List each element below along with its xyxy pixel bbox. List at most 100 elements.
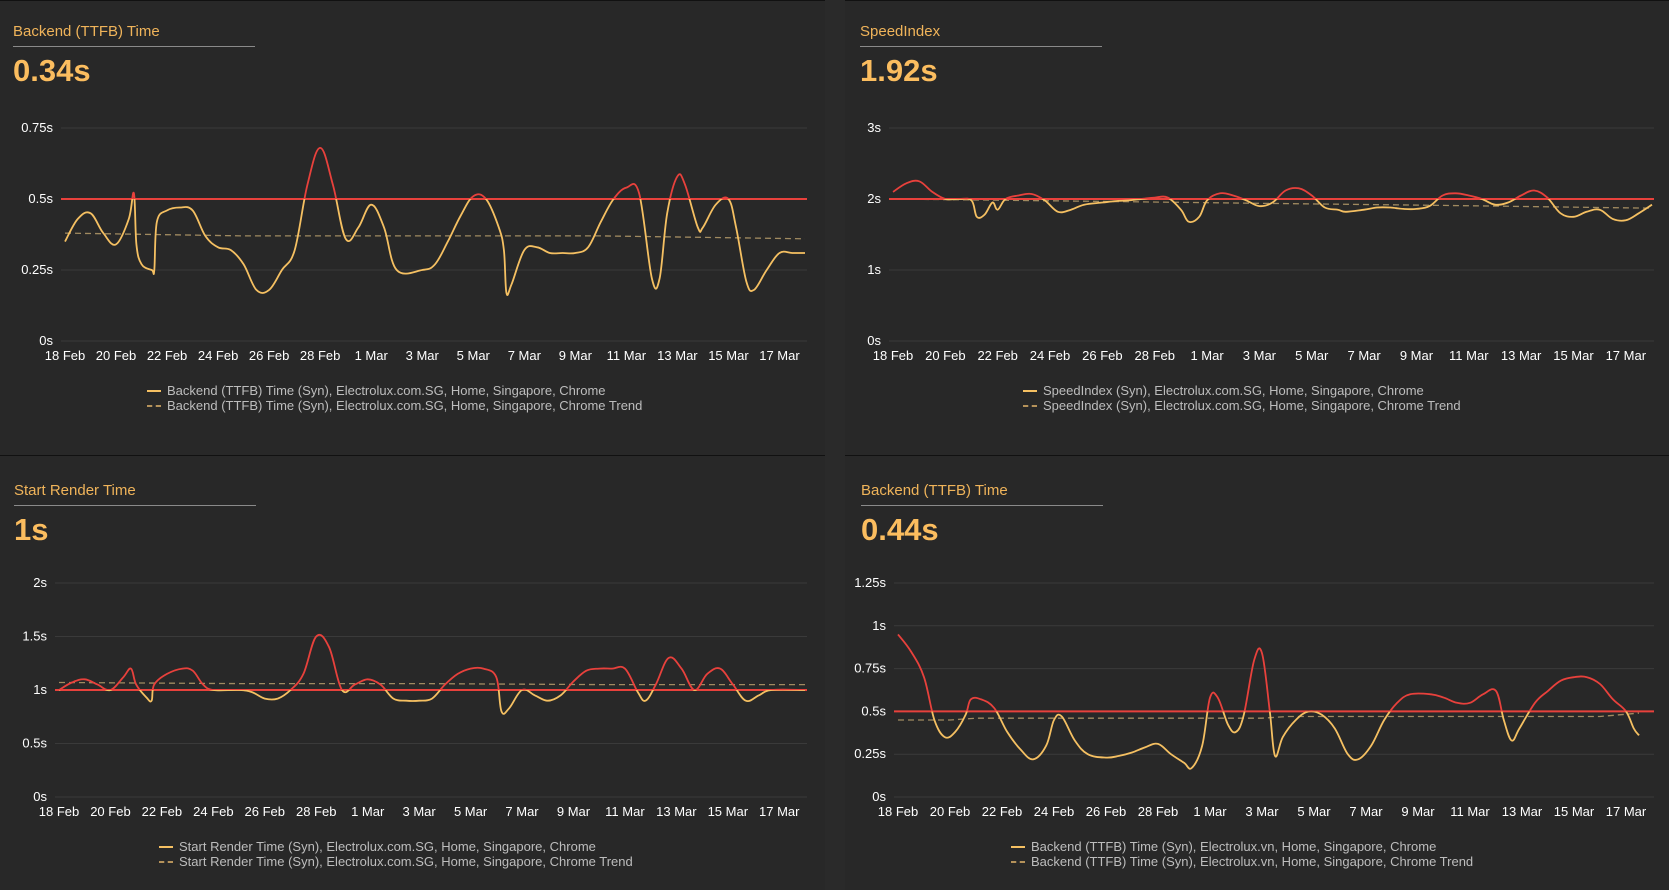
legend-label: Start Render Time (Syn), Electrolux.com.… [179,854,633,869]
panel-value: 0.44s [861,512,939,547]
x-tick-label: 20 Feb [925,348,965,363]
x-tick-label: 17 Mar [759,804,800,819]
x-tick-label: 15 Mar [1553,348,1594,363]
legend-item-actual[interactable]: Start Render Time (Syn), Electrolux.com.… [159,839,633,854]
legend-label: Backend (TTFB) Time (Syn), Electrolux.co… [167,383,606,398]
x-tick-label: 7 Mar [505,804,539,819]
legend-item-actual[interactable]: Backend (TTFB) Time (Syn), Electrolux.vn… [1011,839,1473,854]
x-tick-label: 17 Mar [1606,348,1647,363]
y-tick-label: 1.25s [854,575,886,590]
legend-swatch-solid [1011,845,1025,848]
x-tick-label: 22 Feb [977,348,1017,363]
legend-label: Start Render Time (Syn), Electrolux.com.… [179,839,596,854]
x-tick-label: 13 Mar [1502,804,1543,819]
y-tick-label: 0s [872,789,886,804]
y-tick-label: 1s [867,262,881,277]
x-tick-label: 11 Mar [1450,804,1490,819]
series-line-trend [58,681,805,686]
y-tick-label: 2s [867,191,881,206]
legend-swatch-dashed [1023,404,1037,407]
x-tick-label: 26 Feb [245,804,285,819]
y-tick-label: 2s [33,575,47,590]
legend-item-trend[interactable]: SpeedIndex (Syn), Electrolux.com.SG, Hom… [1023,398,1461,413]
chart-legend: Backend (TTFB) Time (Syn), Electrolux.co… [147,383,642,413]
series-line-actual-over-threshold [892,179,1550,199]
series-line-actual-over-threshold [131,146,730,199]
x-tick-label: 9 Mar [1400,348,1434,363]
x-tick-label: 7 Mar [1349,804,1383,819]
y-tick-label: 0.5s [28,191,53,206]
legend-label: SpeedIndex (Syn), Electrolux.com.SG, Hom… [1043,383,1424,398]
x-tick-label: 18 Feb [45,348,85,363]
x-tick-label: 5 Mar [457,348,491,363]
x-tick-label: 1 Mar [355,348,389,363]
chart-svg: 0s 0.25s 0.5s 0.75s 1s 1.25s 18 Feb 20 Feb 22 Fe… [854,575,1654,819]
x-tick-label: 3 Mar [1243,348,1277,363]
legend-swatch-dashed [1011,860,1025,863]
y-tick-label: 0s [867,333,881,348]
x-tick-label: 3 Mar [403,804,437,819]
y-tick-label: 0.75s [21,120,53,135]
legend-label: Backend (TTFB) Time (Syn), Electrolux.vn… [1031,854,1474,869]
x-tick-label: 17 Mar [759,348,800,363]
x-tick-label: 7 Mar [1347,348,1381,363]
y-tick-label: 1.5s [22,629,47,644]
x-tick-label: 24 Feb [1034,804,1074,819]
x-tick-label: 9 Mar [557,804,591,819]
panel-title: Backend (TTFB) Time [13,23,255,47]
y-tick-label: 1s [33,682,47,697]
x-tick-label: 20 Feb [930,804,970,819]
panel-title: Start Render Time [14,482,256,506]
x-tick-label: 28 Feb [300,348,340,363]
legend-swatch-solid [1023,389,1037,392]
x-tick-label: 1 Mar [1190,348,1224,363]
x-tick-label: 18 Feb [873,348,913,363]
x-tick-label: 20 Feb [90,804,130,819]
legend-item-actual[interactable]: SpeedIndex (Syn), Electrolux.com.SG, Hom… [1023,383,1461,398]
series-line-trend [64,232,806,240]
legend-item-trend[interactable]: Backend (TTFB) Time (Syn), Electrolux.co… [147,398,642,413]
x-tick-label: 3 Mar [406,348,440,363]
legend-item-trend[interactable]: Backend (TTFB) Time (Syn), Electrolux.vn… [1011,854,1473,869]
x-tick-label: 1 Mar [1193,804,1227,819]
series-line-actual [59,690,805,715]
y-tick-label: 3s [867,120,881,135]
x-tick-label: 24 Feb [193,804,233,819]
chart-panel-backend-ttfb-vn: Backend (TTFB) Time 0.44s 0s 0.25s 0.5s 0.7… [845,455,1669,890]
chart-legend: Start Render Time (Syn), Electrolux.com.… [159,839,633,869]
x-tick-label: 11 Mar [605,804,645,819]
x-tick-label: 3 Mar [1245,804,1279,819]
series-line-trend [892,198,1653,209]
legend-item-trend[interactable]: Start Render Time (Syn), Electrolux.com.… [159,854,633,869]
x-tick-label: 26 Feb [1086,804,1126,819]
y-tick-label: 0.5s [861,703,886,718]
x-tick-label: 5 Mar [1295,348,1329,363]
x-tick-label: 28 Feb [296,804,336,819]
series-line-actual-over-threshold [58,633,806,690]
x-tick-label: 11 Mar [607,348,647,363]
y-tick-label: 0.25s [21,262,53,277]
legend-label: Backend (TTFB) Time (Syn), Electrolux.co… [167,398,643,413]
x-tick-label: 24 Feb [1030,348,1070,363]
chart-panel-start-render-sg: Start Render Time 1s 0s 0.5s 1s 1.5s 2s 18 Fe… [0,455,825,890]
x-tick-label: 11 Mar [1449,348,1489,363]
legend-swatch-solid [147,389,161,392]
series-line-actual [64,199,805,296]
x-tick-label: 15 Mar [708,348,749,363]
x-tick-label: 26 Feb [249,348,289,363]
panel-value: 0.34s [13,53,91,88]
x-tick-label: 13 Mar [1501,348,1542,363]
legend-item-actual[interactable]: Backend (TTFB) Time (Syn), Electrolux.co… [147,383,642,398]
x-tick-label: 7 Mar [508,348,542,363]
chart-legend: Backend (TTFB) Time (Syn), Electrolux.vn… [1011,839,1473,869]
y-tick-label: 0.5s [22,736,47,751]
legend-swatch-dashed [159,860,173,863]
x-tick-label: 22 Feb [982,804,1022,819]
legend-swatch-dashed [147,404,161,407]
series-line-trend [898,712,1640,721]
chart-svg: 0s 1s 2s 3s 18 Feb 20 Feb 22 Feb 24 Feb 26 Feb 28… [867,120,1654,363]
chart-svg: 0s 0.25s 0.5s 0.75s 18 Feb 20 Feb 22 Feb 24 Feb… [21,120,807,363]
x-tick-label: 13 Mar [656,804,697,819]
x-tick-label: 18 Feb [39,804,79,819]
